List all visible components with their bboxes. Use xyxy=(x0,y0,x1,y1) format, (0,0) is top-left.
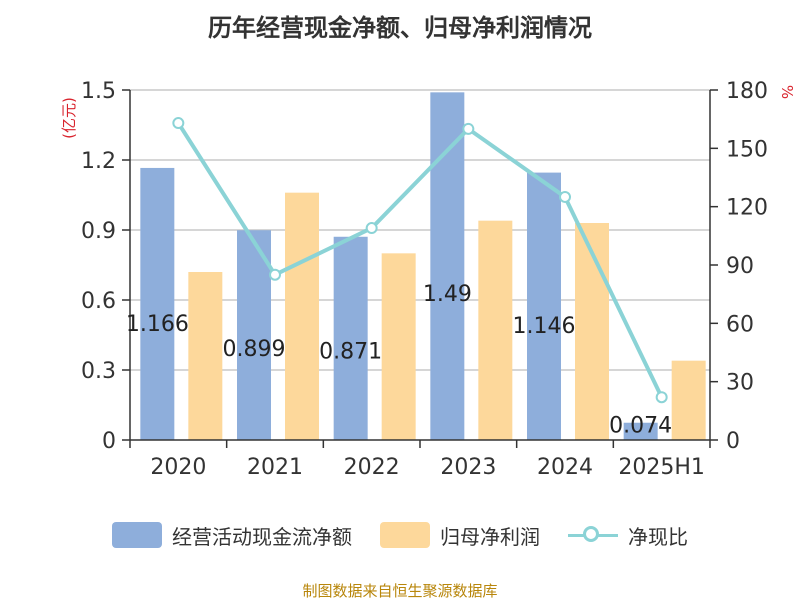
legend-label-cash-ratio: 净现比 xyxy=(628,524,688,549)
legend-label-cashflow: 经营活动现金流净额 xyxy=(172,524,352,549)
bar-net-profit xyxy=(381,253,416,440)
legend-swatch-net-profit xyxy=(380,522,430,548)
y-left-tick-label: 0.6 xyxy=(81,289,116,314)
legend-swatch-cashflow xyxy=(112,522,162,548)
line-cash-ratio xyxy=(176,121,664,399)
bar-cashflow xyxy=(527,172,561,440)
y-right-tick-label: 90 xyxy=(726,254,754,279)
x-tick-label: 2021 xyxy=(247,455,303,480)
bar-cashflow xyxy=(333,236,368,440)
bar-net-profit xyxy=(575,223,609,440)
x-tick-label: 2024 xyxy=(537,455,593,480)
y-left-tick-label: 0 xyxy=(102,429,116,454)
chart-title: 历年经营现金净额、归母净利润情况 xyxy=(208,14,592,42)
x-tick-label: 2025H1 xyxy=(618,455,705,480)
y-right-tick-label: 0 xyxy=(726,429,740,454)
point-cash-ratio xyxy=(172,117,185,130)
y-left-tick-label: 1.2 xyxy=(81,149,116,174)
legend-label-net-profit: 归母净利润 xyxy=(440,524,540,549)
data-label-cashflow: 0.899 xyxy=(223,337,286,362)
bar-cashflow xyxy=(430,92,465,440)
bar-net-profit xyxy=(478,220,513,440)
data-label-cashflow: 0.074 xyxy=(609,414,672,439)
bar-net-profit xyxy=(285,192,319,440)
y-right-tick-label: 60 xyxy=(726,312,754,337)
data-label-cashflow: 1.166 xyxy=(126,312,189,337)
y-left-tick-label: 0.9 xyxy=(81,219,116,244)
y-right-tick-label: 120 xyxy=(726,196,768,221)
point-cash-ratio xyxy=(269,268,281,281)
data-label-cashflow: 1.146 xyxy=(513,314,576,339)
data-label-cashflow: 0.871 xyxy=(319,340,382,365)
bar-cashflow xyxy=(237,230,271,440)
point-cash-ratio xyxy=(365,222,378,235)
point-cash-ratio xyxy=(559,190,571,203)
legend-item-net-profit[interactable]: 归母净利润 xyxy=(380,521,540,550)
y-right-tick-label: 150 xyxy=(726,137,768,162)
x-tick-label: 2022 xyxy=(344,455,400,480)
x-tick-label: 2023 xyxy=(440,455,496,480)
data-label-cashflow: 1.49 xyxy=(423,282,472,307)
bar-net-profit xyxy=(671,360,706,440)
source-note: 制图数据来自恒生聚源数据库 xyxy=(302,582,498,600)
x-tick-label: 2020 xyxy=(150,455,206,480)
point-cash-ratio xyxy=(462,122,475,135)
y-left-tick-label: 1.5 xyxy=(81,79,116,104)
legend-item-cashflow[interactable]: 经营活动现金流净额 xyxy=(112,521,352,550)
legend-line-cash-ratio xyxy=(568,522,618,548)
point-cash-ratio xyxy=(655,391,668,404)
bar-cashflow xyxy=(140,167,175,440)
y-left-tick-label: 0.3 xyxy=(81,359,116,384)
y-right-axis-label: % xyxy=(778,85,796,99)
legend-item-cash-ratio[interactable]: 净现比 xyxy=(568,521,688,550)
bar-cashflow xyxy=(623,422,658,440)
bar-net-profit xyxy=(188,272,223,440)
y-right-tick-label: 30 xyxy=(726,371,754,396)
legend: 经营活动现金流净额 归母净利润 净现比 xyxy=(0,518,800,552)
chart-plot: 0 0.3 0.6 0.9 1.2 1.5 0 30 60 90 120 150 180 (亿元)% 202… xyxy=(60,79,796,480)
y-left-axis-label: (亿元) xyxy=(60,97,78,139)
y-right-tick-label: 180 xyxy=(726,79,768,104)
